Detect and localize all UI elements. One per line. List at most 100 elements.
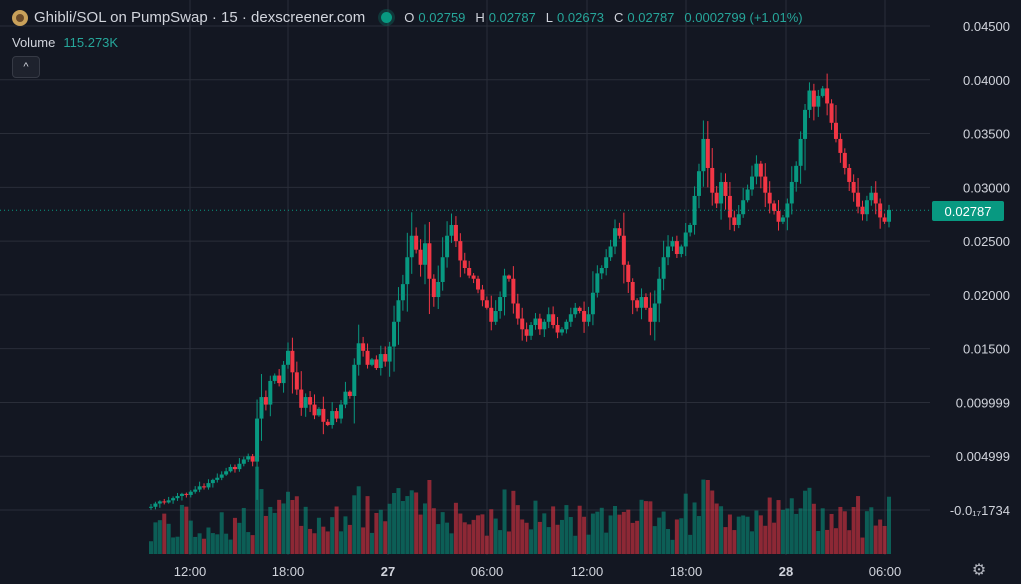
candle-body (484, 300, 489, 308)
volume-bar (772, 522, 777, 554)
volume-bar (763, 525, 768, 554)
candle-body (860, 206, 865, 215)
volume-bar (577, 505, 582, 554)
candle-body (422, 243, 427, 265)
candle-body (162, 501, 167, 503)
candle-body (299, 389, 304, 408)
candle-body (224, 471, 229, 475)
candle-body (582, 311, 587, 322)
volume-bar (674, 519, 679, 554)
volume-bar (405, 496, 410, 554)
volume-bar (299, 525, 304, 554)
volume-bar (639, 499, 644, 554)
price-axis-label: 0.01500 (963, 342, 1010, 357)
candle-body (811, 90, 816, 107)
collapse-legend-button[interactable]: ^ (12, 56, 40, 78)
candle-body (568, 314, 573, 322)
volume-bar (825, 529, 830, 554)
volume-bar (754, 510, 759, 554)
volume-bar (564, 505, 569, 554)
candle-body (330, 411, 335, 426)
price-axis-label: 0.02000 (963, 288, 1010, 303)
volume-bar (524, 522, 529, 554)
candle-body (361, 343, 366, 351)
candle-body (347, 391, 352, 396)
candle-body (736, 214, 741, 225)
candle-body (352, 364, 357, 396)
chart-settings-button[interactable]: ⚙ (970, 561, 988, 579)
candle-body (533, 318, 538, 326)
volume-bar (719, 506, 724, 554)
candle-body (630, 281, 635, 301)
candle-body (506, 275, 511, 279)
candle-body (374, 359, 379, 369)
volume-bar (259, 489, 264, 554)
candle-body (564, 321, 569, 330)
volume-bar (321, 526, 326, 554)
price-axis-label: 0.03000 (963, 180, 1010, 195)
candle-body (829, 103, 834, 123)
volume-bar (621, 511, 626, 554)
candle-body (643, 297, 648, 308)
candle-body (652, 303, 657, 322)
candle-body (246, 456, 251, 460)
volume-bar (149, 541, 153, 554)
volume-bar (710, 490, 715, 554)
volume-bar (798, 508, 803, 554)
volume-bar (445, 522, 450, 554)
candle-body (467, 268, 472, 276)
candle-body (785, 203, 790, 218)
volume-bar (785, 508, 790, 554)
candle-body (294, 372, 299, 390)
volume-bar (498, 530, 503, 554)
candle-body (489, 307, 494, 322)
volume-bar (696, 516, 701, 554)
volume-bar (480, 514, 485, 554)
volume-bar (736, 516, 741, 554)
candle-body (462, 260, 467, 268)
volume-bar (555, 524, 560, 554)
time-axis-label: 18:00 (272, 564, 305, 579)
candle-body (732, 217, 737, 225)
candle-body (529, 325, 534, 336)
candle-body (838, 138, 843, 153)
volume-bar (590, 513, 595, 554)
candle-body (250, 456, 255, 462)
candle-body (546, 314, 551, 322)
candle-body (171, 498, 176, 501)
volume-bar (568, 517, 573, 554)
volume-bar (206, 527, 211, 554)
volume-bar (215, 534, 220, 554)
candle-body (599, 268, 604, 274)
volume-bar (811, 503, 816, 554)
volume-bar (431, 508, 436, 554)
candle-body (334, 411, 339, 419)
time-axis-label: 28 (779, 564, 793, 579)
last-price-tag: 0.02787 (932, 201, 1004, 221)
candle-body (387, 346, 392, 362)
candle-body (577, 307, 582, 312)
volume-bar (436, 524, 441, 554)
volume-bar (666, 529, 671, 554)
candle-body (573, 307, 578, 315)
candle-body (418, 249, 423, 265)
volume-bar (422, 503, 427, 554)
candle-body (480, 289, 485, 301)
candle-body (175, 496, 180, 499)
candle-body (613, 228, 618, 247)
candle-body (210, 479, 215, 484)
volume-bar (308, 528, 313, 554)
candle-body (445, 235, 450, 258)
candle-body (692, 195, 697, 225)
volume-bar (723, 527, 728, 554)
candle-body (268, 380, 273, 405)
candle-body (833, 122, 838, 139)
candle-body (228, 466, 233, 472)
candle-body (763, 176, 768, 193)
volume-bar (467, 524, 472, 554)
volume-bar (352, 495, 357, 554)
ohlc-low-value: 0.02673 (557, 10, 605, 25)
candle-body (674, 241, 679, 255)
volume-bar (750, 531, 755, 554)
